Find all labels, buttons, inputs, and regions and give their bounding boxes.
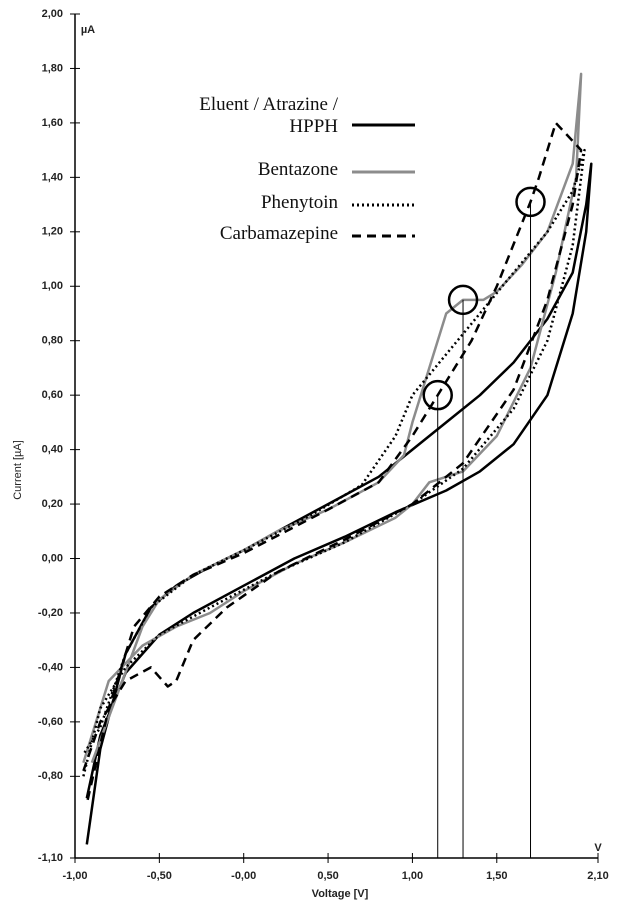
y-tick-label: -0,20 (38, 607, 63, 619)
x-tick-label: -0,50 (147, 870, 172, 882)
y-tick-label: 2,00 (42, 8, 63, 20)
annotation-circle (447, 284, 479, 316)
y-tick-label: 0,20 (42, 498, 63, 510)
y-tick-label: 0,60 (42, 389, 63, 401)
annotation-circle (422, 379, 453, 411)
y-axis-label: Current [µA] (12, 440, 24, 500)
legend-label: Phenytoin (260, 192, 338, 213)
x-tick-label: -0,00 (231, 870, 256, 882)
y-tick-label: 1,40 (42, 171, 63, 183)
x-axis-label: Voltage [V] (312, 888, 369, 900)
series-line (82, 148, 586, 777)
x-tick-label: 0,50 (317, 870, 338, 882)
y-tick-label: 1,60 (42, 117, 63, 129)
y-tick-label: -0,40 (38, 661, 63, 673)
x-tick-label: 1,50 (486, 870, 507, 882)
x-tick-label: 1,00 (402, 870, 423, 882)
y-tick-label: 1,80 (42, 62, 63, 74)
x-unit: V (594, 842, 602, 854)
y-tick-label: -0,80 (38, 770, 63, 782)
y-tick-label: 0,80 (42, 335, 63, 347)
series-line (82, 121, 583, 804)
annotation-circle (515, 186, 546, 218)
y-unit: µA (81, 24, 95, 36)
y-tick-label: -0,60 (38, 716, 63, 728)
x-tick-label: -1,00 (62, 870, 87, 882)
y-tick-label: 1,20 (42, 226, 63, 238)
y-tick-label: -1,10 (38, 852, 63, 864)
y-tick-label: 1,00 (42, 280, 63, 292)
x-tick-label: 2,10 (587, 870, 608, 882)
y-tick-label: 0,40 (42, 444, 63, 456)
legend-label: Carbamazepine (219, 223, 338, 244)
legend-label: Eluent / Atrazine / HPPH (199, 94, 338, 137)
y-tick-label: 0,00 (42, 552, 63, 564)
legend-label: Bentazone (257, 159, 338, 180)
